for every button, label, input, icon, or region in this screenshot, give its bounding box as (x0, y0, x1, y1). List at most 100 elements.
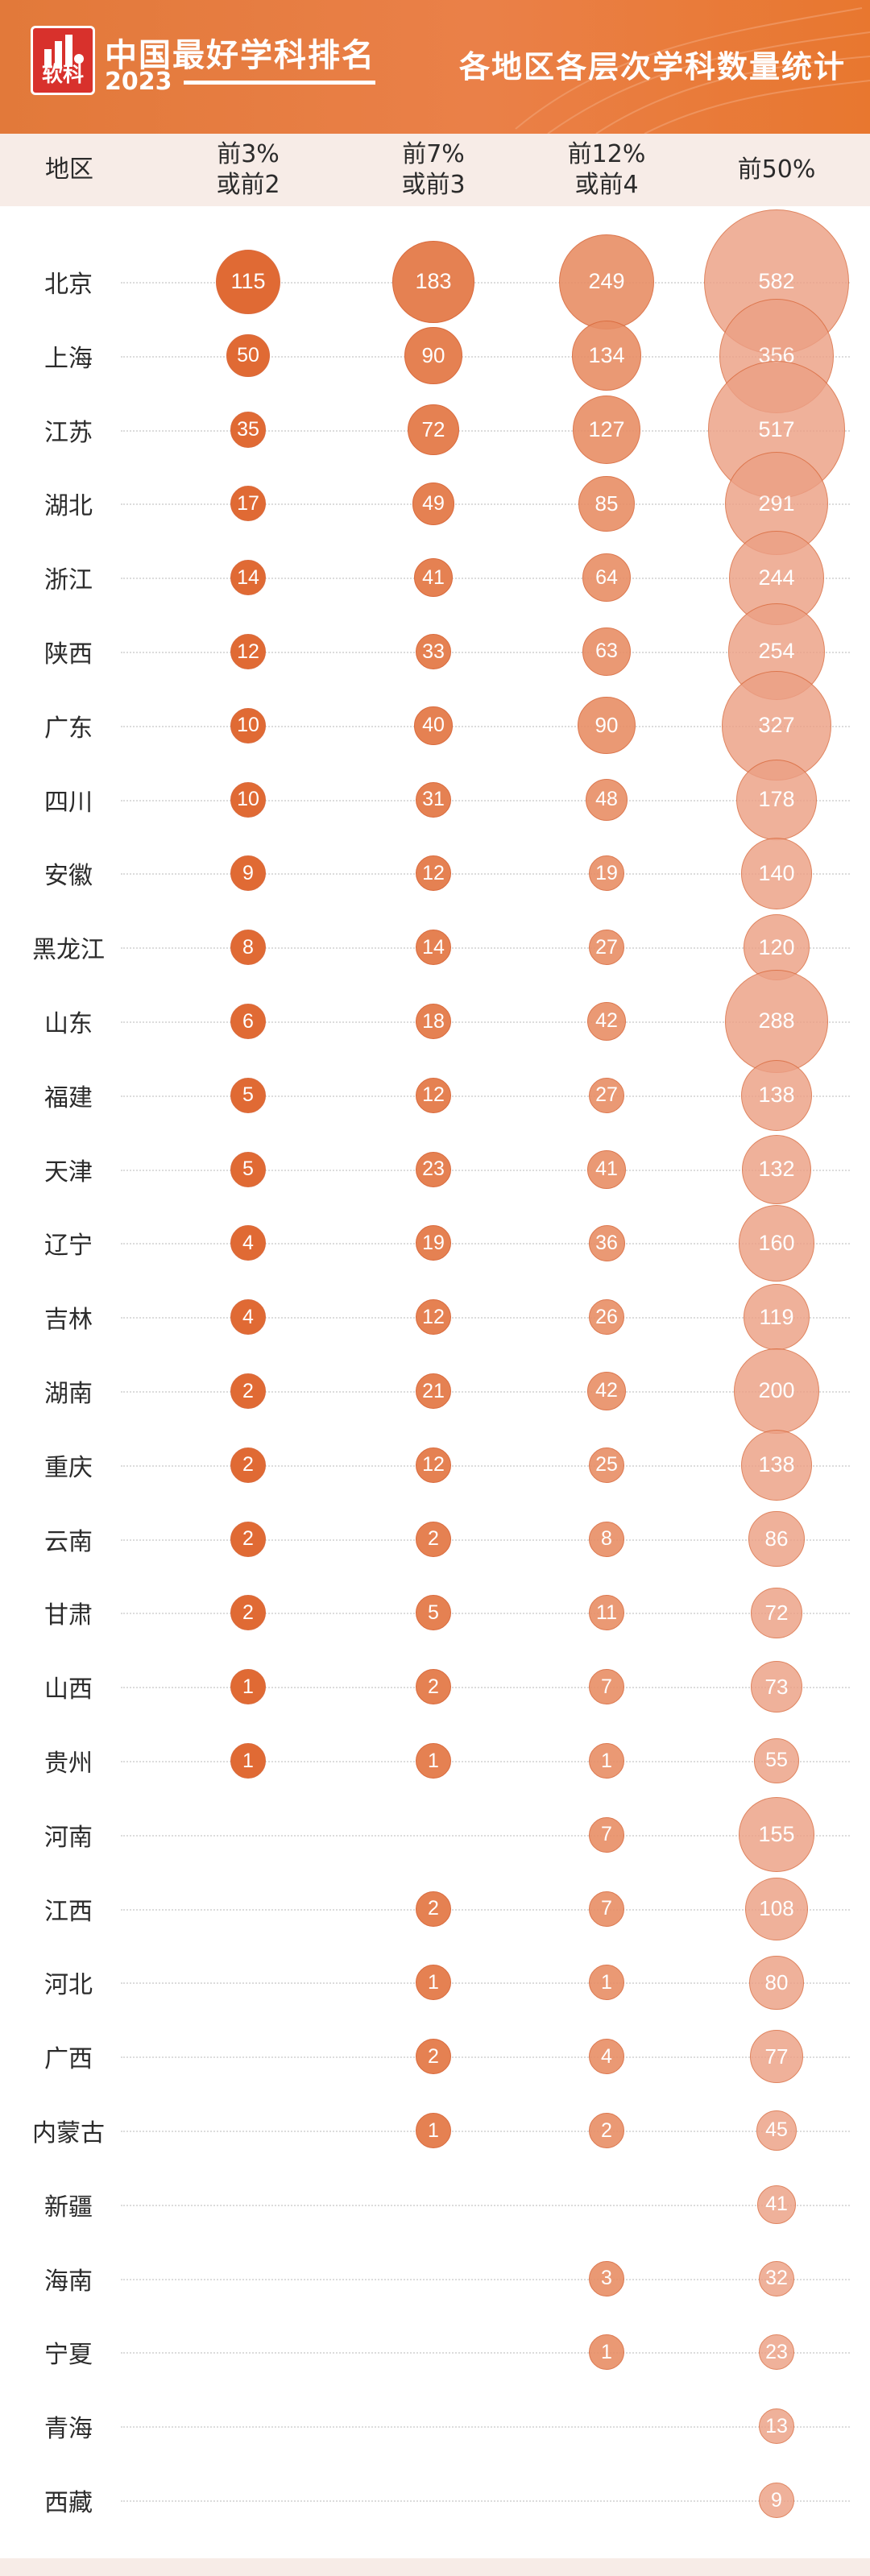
region-label: 湖南 (44, 1380, 93, 1408)
bubble-value-label: 2 (242, 1601, 254, 1624)
bubble-top3: 2 (230, 1373, 266, 1409)
bubble-top3: 2 (230, 1595, 266, 1631)
bubble-top3: 2 (230, 1521, 266, 1557)
region-label: 辽宁 (44, 1232, 93, 1261)
row-gridline (121, 429, 850, 432)
bubble-top3: 4 (230, 1225, 266, 1261)
bubble-top50: 138 (740, 1059, 813, 1131)
region-label: 上海 (44, 344, 93, 373)
bubble-top12: 249 (558, 234, 655, 330)
bubble-value-label: 2 (428, 1527, 439, 1551)
bubble-value-label: 138 (758, 1083, 795, 1108)
bubble-value-label: 12 (237, 640, 259, 663)
bubble-value-label: 291 (758, 491, 795, 516)
bubble-top12: 4 (589, 2039, 624, 2075)
bubble-value-label: 12 (422, 1453, 445, 1476)
bubble-value-label: 4 (601, 2044, 612, 2068)
bubble-value-label: 12 (422, 1305, 445, 1328)
bubble-top12: 90 (578, 697, 636, 755)
bubble-value-label: 327 (758, 713, 795, 738)
row-gridline (121, 2204, 850, 2206)
bubble-value-label: 244 (758, 565, 795, 590)
bubble-top12: 1 (589, 1965, 624, 2001)
bubble-top3: 10 (230, 707, 266, 743)
bubble-value-label: 19 (595, 861, 618, 884)
column-header-region-label: 地区 (45, 155, 93, 184)
row-gridline (121, 2500, 850, 2502)
bubble-value-label: 249 (588, 269, 625, 294)
region-label: 广东 (44, 714, 93, 743)
bubble-value-label: 50 (237, 344, 259, 367)
bubble-top50: 73 (750, 1661, 803, 1713)
bubble-chart-panel: 北京 上海 江苏 湖北 浙江 陕西 广东 四川 安徽 黑龙江 山东 福建 天津 辽宁 吉林 湖南 重庆 云南 甘肃山… (0, 206, 870, 2558)
column-header-top50: 前50% (738, 134, 816, 206)
bubble-value-label: 41 (595, 1158, 618, 1181)
region-label: 山西 (44, 1675, 93, 1704)
bubble-top3: 5 (230, 1151, 266, 1187)
bubble-top3: 35 (230, 412, 267, 448)
bubble-top12: 27 (589, 930, 624, 966)
bubble-value-label: 18 (422, 1009, 445, 1033)
row-gridline (121, 873, 850, 876)
bubble-value-label: 80 (764, 1969, 789, 1994)
bubble-value-label: 42 (595, 1009, 618, 1033)
bubble-top12: 1 (589, 2334, 624, 2371)
region-label: 青海 (44, 2415, 93, 2444)
row-gridline (121, 1169, 850, 1171)
bubble-top50: 178 (735, 759, 818, 840)
bubble-top50: 155 (739, 1797, 814, 1873)
region-label: 吉林 (44, 1306, 93, 1335)
column-header-top12: 前12% 或前4 (568, 134, 646, 206)
bubble-value-label: 17 (237, 491, 259, 515)
bubble-value-label: 4 (242, 1231, 254, 1254)
bar-chart-icon (44, 35, 84, 67)
bubble-value-label: 85 (594, 491, 619, 516)
bubble-top7: 18 (416, 1004, 451, 1039)
bubble-value-label: 14 (237, 565, 259, 589)
row-gridline (121, 2056, 850, 2059)
region-label: 宁夏 (44, 2341, 93, 2370)
bubble-value-label: 108 (759, 1896, 794, 1921)
bubble-top50: 120 (743, 914, 810, 981)
bubble-top3: 4 (230, 1299, 266, 1336)
bubble-value-label: 155 (758, 1822, 795, 1847)
bubble-value-label: 25 (595, 1453, 618, 1476)
bubble-value-label: 120 (758, 934, 795, 959)
bubble-value-label: 27 (595, 935, 618, 959)
bubble-value-label: 178 (758, 787, 795, 812)
bubble-value-label: 7 (601, 1897, 612, 1920)
column-header-top12-line2: 或前4 (574, 171, 639, 199)
bubble-value-label: 12 (422, 1083, 445, 1107)
bubble-value-label: 90 (594, 713, 619, 738)
region-label: 河北 (44, 1971, 93, 2000)
shanghai-ranking-logo: 软科 (31, 26, 95, 95)
bubble-top12: 7 (589, 1669, 624, 1705)
bubble-top12: 2 (589, 2113, 624, 2148)
bubble-value-label: 1 (242, 1675, 254, 1698)
region-label: 海南 (44, 2267, 93, 2296)
bubble-top50: 138 (740, 1429, 813, 1501)
column-header-top3-line2: 或前2 (216, 171, 280, 199)
bubble-value-label: 73 (764, 1674, 789, 1699)
bubble-value-label: 72 (764, 1600, 789, 1625)
region-label: 浙江 (44, 566, 93, 595)
region-label: 江苏 (44, 418, 93, 447)
bubble-value-label: 160 (758, 1230, 795, 1255)
page-title: 各地区各层次学科数量统计 (458, 49, 846, 85)
bubble-value-label: 8 (242, 935, 254, 959)
bubble-top12: 64 (582, 553, 631, 603)
bubble-top50: 45 (756, 2110, 798, 2151)
bubble-value-label: 1 (601, 1749, 612, 1772)
bubble-top50: 23 (759, 2334, 794, 2371)
bubble-value-label: 1 (428, 2118, 439, 2142)
bubble-top12: 26 (589, 1299, 624, 1336)
bubble-top12: 85 (578, 475, 635, 532)
row-gridline (121, 355, 850, 358)
bubble-top12: 48 (586, 778, 628, 821)
bubble-top7: 40 (414, 706, 453, 745)
bubble-top7: 2 (416, 1891, 451, 1927)
bubble-top7: 12 (416, 855, 451, 892)
row-gridline (121, 725, 850, 727)
region-label: 内蒙古 (32, 2119, 105, 2147)
bubble-value-label: 1 (242, 1749, 254, 1772)
